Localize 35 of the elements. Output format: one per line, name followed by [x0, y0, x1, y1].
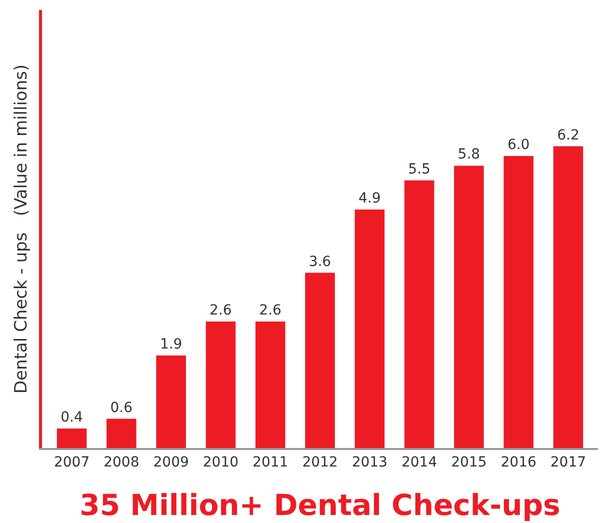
bar — [56, 428, 87, 448]
bar — [305, 272, 335, 448]
x-tick-label: 2012 — [302, 454, 338, 471]
bar — [255, 321, 286, 448]
bar — [106, 418, 136, 448]
data-label: 5.8 — [458, 146, 480, 163]
data-label: 2.6 — [210, 302, 232, 318]
x-tick-label: 2017 — [550, 454, 586, 471]
x-tick-label: 2015 — [451, 454, 487, 471]
data-label: 0.4 — [60, 410, 83, 426]
data-label: 1.9 — [160, 336, 182, 353]
bar — [206, 321, 236, 448]
x-tick-label: 2016 — [500, 454, 536, 471]
data-label: 4.9 — [358, 190, 381, 207]
x-tick-label: 2010 — [202, 454, 239, 471]
data-label: 3.6 — [308, 254, 332, 270]
bar — [156, 356, 186, 448]
data-label: 5.5 — [408, 161, 430, 178]
data-label: 6.2 — [557, 127, 580, 144]
bar — [404, 180, 434, 448]
x-tick-label: 2014 — [401, 454, 438, 471]
data-label: 6.0 — [507, 137, 530, 153]
bar — [354, 210, 385, 448]
x-tick-label: 2009 — [153, 454, 189, 471]
data-label: 0.6 — [110, 400, 133, 416]
data-label: 2.6 — [259, 302, 282, 318]
x-tick-label: 2011 — [252, 454, 288, 471]
x-tick-label: 2007 — [54, 454, 90, 471]
y-axis-title: Dental Check - ups (Value in millions) — [12, 64, 32, 394]
text: 35 Million+ Dental Check-ups — [80, 488, 560, 522]
x-tick-label: 2008 — [104, 454, 140, 471]
bar — [553, 146, 584, 448]
x-tick-label: 2013 — [352, 454, 388, 471]
bar — [454, 166, 484, 448]
bar — [504, 156, 534, 448]
